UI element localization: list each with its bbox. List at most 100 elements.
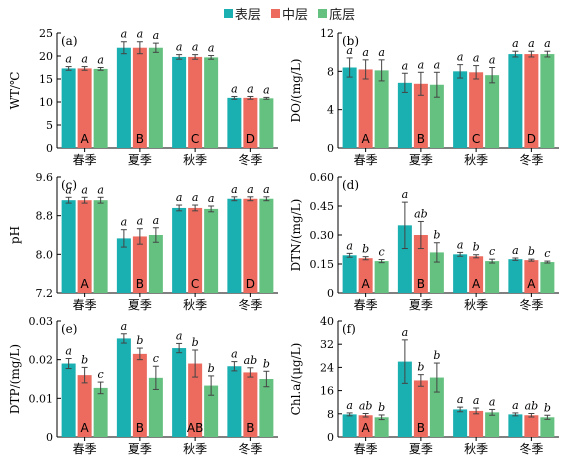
panel-3-significance-letter: a — [65, 183, 72, 196]
panel-1-y-tick-label: 5 — [46, 119, 53, 132]
panel-6-y-tick-label: 40 — [320, 315, 334, 328]
panel-3-significance-letter: a — [121, 216, 128, 229]
panel-5-bar — [61, 363, 76, 437]
panel-3-significance-letter: a — [247, 183, 254, 196]
panel-5-panel-tag: (e) — [61, 322, 77, 336]
panel-5-significance-letter: c — [153, 352, 159, 365]
panel-1-significance-letter: a — [263, 83, 270, 96]
chart-legend: 表层 中层 底层 — [0, 4, 579, 23]
panel-1-y-tick-label: 0 — [46, 142, 53, 155]
panel-5-significance-letter: a — [121, 320, 128, 333]
panel-2-x-tick-label: 夏季 — [409, 153, 433, 167]
panel-1-season-group-label: C — [191, 132, 199, 146]
panel-3-significance-letter: a — [176, 191, 183, 204]
legend-label-surface: 表层 — [234, 8, 261, 23]
panel-1-season-group-label: A — [81, 132, 90, 146]
panel-4-significance-letter: a — [402, 188, 409, 201]
panel-5-significance-letter: c — [98, 368, 104, 381]
panel-2-significance-letter: a — [362, 46, 369, 59]
panel-5-x-tick-label: 春季 — [73, 442, 97, 456]
panel-1-bar — [61, 68, 76, 148]
panel-5-significance-letter: b — [81, 353, 88, 366]
panel-2-significance-letter: a — [473, 52, 480, 65]
panel-6-y-tick-label: 24 — [320, 361, 334, 374]
panel-1-bar — [116, 47, 131, 148]
panel-2-bar — [342, 67, 357, 148]
panel-6-significance-letter: ab — [359, 400, 373, 413]
panel-1-significance-letter: a — [208, 42, 215, 55]
panel-3-season-group-label: D — [246, 277, 255, 291]
panel-4-y-tick-label: 0.30 — [310, 229, 335, 242]
panel-6-significance-letter: a — [473, 394, 480, 407]
panel-3-bar — [116, 238, 131, 293]
panel-3-season-group-label: C — [191, 277, 199, 291]
panel-3-bar — [148, 235, 163, 293]
panel-2-bar — [374, 70, 389, 148]
panel-6-season-group-label: B — [417, 421, 425, 435]
panel-3-bar — [259, 198, 274, 293]
panel-1-bar — [77, 68, 92, 148]
panel-2-significance-letter: a — [528, 37, 535, 50]
panel-1-significance-letter: a — [231, 82, 238, 95]
panel-2-season-group-label: A — [362, 132, 371, 146]
panel-2-significance-letter: a — [457, 51, 464, 64]
panel-3-y-axis-label: pH — [8, 226, 22, 244]
panel-1-y-tick-label: 15 — [39, 73, 53, 86]
panel-4-bar — [358, 258, 373, 293]
panel-5-season-group-label: B — [136, 421, 144, 435]
panel-5-significance-letter: ab — [244, 354, 258, 367]
panel-2-significance-letter: a — [418, 58, 425, 71]
panel-1-significance-letter: a — [137, 28, 144, 41]
panel-1-x-tick-label: 冬季 — [238, 152, 262, 167]
legend-label-middle: 中层 — [281, 8, 308, 23]
legend-swatch-surface — [223, 9, 233, 18]
panel-6-season-group-label: A — [362, 421, 371, 435]
panel-3-panel-tag: (c) — [61, 178, 77, 192]
panel-4-y-tick-label: 0.45 — [310, 200, 335, 213]
panel-2-x-tick-label: 冬季 — [519, 152, 543, 167]
panel-3-y-tick-label: 8.0 — [36, 248, 54, 261]
panel-6-significance-letter: ab — [525, 400, 539, 413]
panel-2-significance-letter: a — [378, 46, 385, 59]
panel-4-significance-letter: a — [457, 238, 464, 251]
panel-5-x-tick-label: 夏季 — [128, 442, 152, 456]
panel-3-bar — [77, 200, 92, 293]
panel-4-significance-letter: b — [528, 245, 535, 258]
panel-6-x-tick-label: 秋季 — [464, 442, 488, 456]
panel-5-bar — [77, 375, 92, 437]
panel-6-bar — [485, 412, 500, 437]
panel-4-panel-tag: (d) — [342, 178, 359, 192]
panel-4-significance-letter: c — [489, 245, 495, 258]
panel-3-bar — [93, 200, 108, 293]
panel-3-season-group-label: B — [136, 277, 144, 291]
panel-4-significance-letter: ab — [414, 207, 428, 220]
panel-1-significance-letter: a — [97, 54, 104, 67]
panel-5-y-tick-label: 0.02 — [29, 354, 54, 367]
panel-6-bar — [374, 417, 389, 437]
panel-1-x-tick-label: 秋季 — [183, 153, 207, 167]
panel-5-bar — [259, 379, 274, 437]
panel-6-x-tick-label: 夏季 — [409, 442, 433, 456]
panel-6-bar — [397, 361, 412, 437]
panel-6-bar — [453, 409, 468, 437]
panel-1-bar — [172, 56, 187, 148]
panel-2-season-group-label: C — [472, 132, 480, 146]
panel-3-significance-letter: a — [192, 191, 199, 204]
legend-label-bottom: 底层 — [329, 8, 356, 23]
panel-1-bar — [227, 97, 242, 148]
panel-2-significance-letter: a — [402, 59, 409, 72]
panel-2-bar — [485, 75, 500, 148]
panel-4-significance-letter: b — [362, 243, 369, 256]
legend-swatch-middle — [270, 9, 280, 18]
panel-5-bar — [172, 348, 187, 437]
panel-5-season-group-label: A — [81, 421, 90, 435]
panel-6-bar — [429, 377, 444, 437]
panel-3-significance-letter: a — [263, 183, 270, 196]
panel-5-y-axis-label: DTP/(mg/L) — [8, 344, 22, 414]
panel-6-bar — [358, 415, 373, 437]
panel-5-y-tick-label: 0.01 — [29, 392, 54, 405]
panel-2-x-tick-label: 春季 — [354, 153, 378, 167]
panel-4-x-tick-label: 春季 — [354, 298, 378, 312]
panel-4-x-tick-label: 秋季 — [464, 298, 488, 312]
panel-4-bar — [342, 255, 357, 293]
